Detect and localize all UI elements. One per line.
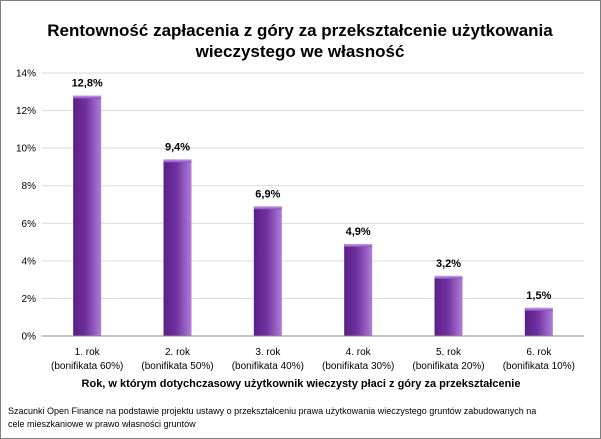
y-axis-ticks: 0% 2% 4% 6% 8% 10% 12% 14% <box>16 69 36 343</box>
bar-5 <box>434 275 463 336</box>
y-tick-label: 10% <box>16 144 36 155</box>
bar-3 <box>253 206 282 336</box>
bar-cap-3 <box>253 206 282 210</box>
bar-cap-2 <box>163 159 192 163</box>
bar-2 <box>163 159 192 336</box>
data-label-4: 4,9% <box>346 226 371 238</box>
category-label-1: 1. rok <box>75 347 101 358</box>
y-tick-label: 6% <box>22 219 37 230</box>
bar-1 <box>73 95 102 337</box>
category-label-4: 4. rok <box>346 347 372 358</box>
gridlines <box>42 72 584 299</box>
y-tick-label: 4% <box>22 256 37 267</box>
category-sublabel-6: (bonifikata 10%) <box>503 361 575 372</box>
x-axis-categories: 1. rok (bonifikata 60%) 2. rok (bonifikata … <box>51 347 575 372</box>
bar-6 <box>524 307 553 336</box>
category-sublabel-2: (bonifikata 50%) <box>141 361 213 372</box>
category-sublabel-5: (bonifikata 20%) <box>412 361 484 372</box>
bar-cap-4 <box>344 243 373 247</box>
y-tick-label: 0% <box>22 332 37 343</box>
x-axis-title: Rok, w którym dotychczasowy użytkownik w… <box>82 378 521 390</box>
category-sublabel-1: (bonifikata 60%) <box>51 361 123 372</box>
data-label-2: 9,4% <box>165 141 190 153</box>
chart-title-line-1: Rentowność zapłacenia z góry za przekszt… <box>47 21 553 40</box>
data-labels: 12,8% 9,4% 6,9% 4,9% 3,2% 1,5% <box>72 78 552 302</box>
category-label-3: 3. rok <box>255 347 281 358</box>
data-label-3: 6,9% <box>255 188 280 200</box>
y-tick-label: 8% <box>22 181 37 192</box>
bar-cap-1 <box>73 95 102 99</box>
bar-4 <box>344 243 373 336</box>
source-note-line-1: Szacunki Open Finance na podstawie proje… <box>8 406 536 416</box>
y-tick-label: 2% <box>22 294 37 305</box>
y-tick-label: 14% <box>16 69 36 80</box>
data-label-1: 12,8% <box>72 78 103 90</box>
bars <box>73 95 553 337</box>
data-label-6: 1,5% <box>526 290 551 302</box>
chart-title-line-2: wieczystego we własność <box>195 42 405 61</box>
y-tick-label: 12% <box>16 106 36 117</box>
bar-cap-6 <box>524 307 553 311</box>
source-note-line-2: cele mieszkaniowe w prawo własności grun… <box>8 419 196 429</box>
category-label-5: 5. rok <box>436 347 462 358</box>
category-sublabel-4: (bonifikata 30%) <box>322 361 394 372</box>
category-label-2: 2. rok <box>165 347 191 358</box>
category-label-6: 6. rok <box>526 347 552 358</box>
category-sublabel-3: (bonifikata 40%) <box>232 361 304 372</box>
bar-cap-5 <box>434 275 463 279</box>
data-label-5: 3,2% <box>436 258 461 270</box>
